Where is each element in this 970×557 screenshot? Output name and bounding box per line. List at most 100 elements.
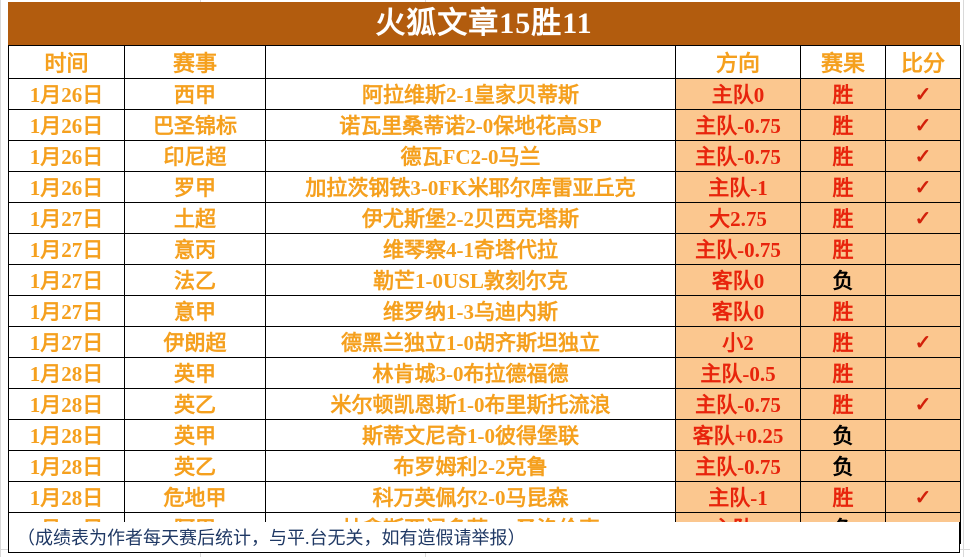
- cell-competition: 巴圣锦标: [124, 109, 266, 141]
- table-header: 时间 赛事 对阵球队 方向 赛果 比分: [8, 45, 961, 79]
- cell-direction: 主队-0.75: [675, 388, 801, 420]
- cell-competition: 危地甲: [124, 481, 266, 513]
- cell-direction: 主队-0.5: [675, 357, 801, 389]
- cell-matchup: 维琴察4-1奇塔代拉: [265, 233, 676, 265]
- cell-time: 1月27日: [8, 233, 125, 265]
- cell-matchup: 加拉茨钢铁3-0FK米耶尔库雷亚丘克: [265, 171, 676, 203]
- cell-time: 1月28日: [8, 419, 125, 451]
- table-row: 1月26日 印尼超 德瓦FC2-0马兰 主队-0.75 胜 ✓: [8, 140, 961, 172]
- cell-direction: 主队-1: [675, 171, 801, 203]
- results-table: 时间 赛事 对阵球队 方向 赛果 比分 1月26日西甲阿拉维斯2-1皇家贝蒂斯主…: [8, 45, 961, 544]
- cell-score: ✓: [885, 388, 961, 420]
- cell-time: 1月27日: [8, 326, 125, 358]
- cell-direction: 大2.75: [675, 202, 801, 234]
- cell-competition: 意甲: [124, 295, 266, 327]
- cell-direction: 主队-0.75: [675, 233, 801, 265]
- cell-time: 1月28日: [8, 357, 125, 389]
- cell-result: 胜: [800, 357, 886, 389]
- cell-score: ✓: [885, 78, 961, 110]
- cell-direction: 主队0: [675, 78, 801, 110]
- cell-time: 1月28日: [8, 388, 125, 420]
- cell-time: 1月27日: [8, 295, 125, 327]
- table-row: 1月28日 英乙 米尔顿凯恩斯1-0布里斯托流浪 主队-0.75 胜 ✓: [8, 388, 961, 420]
- cell-matchup: 维罗纳1-3乌迪内斯: [265, 295, 676, 327]
- column-header-competition: 赛事: [124, 45, 266, 79]
- cell-matchup: 阿拉维斯2-1皇家贝蒂斯: [265, 78, 676, 110]
- column-header-direction: 方向: [675, 45, 801, 79]
- cell-competition: 罗甲: [124, 171, 266, 203]
- table-row: 1月28日 英乙 布罗姆利2-2克鲁 主队-0.75 负: [8, 450, 961, 482]
- cell-direction: 客队0: [675, 295, 801, 327]
- cell-score: ✓: [885, 171, 961, 203]
- cell-direction: 客队0: [675, 264, 801, 296]
- cell-result: 胜: [800, 78, 886, 110]
- cell-score: [885, 233, 961, 265]
- cell-score: [885, 264, 961, 296]
- cell-result: 胜: [800, 109, 886, 141]
- cell-competition: 土超: [124, 202, 266, 234]
- table-row: 1月28日 危地甲 科万英佩尔2-0马昆森 主队-1 胜 ✓: [8, 481, 961, 513]
- cell-score: [885, 419, 961, 451]
- cell-score: ✓: [885, 202, 961, 234]
- cell-matchup: 勒芒1-0USL敦刻尔克: [265, 264, 676, 296]
- cell-score: ✓: [885, 109, 961, 141]
- cell-score: ✓: [885, 481, 961, 513]
- cell-result: 负: [800, 419, 886, 451]
- cell-matchup: 德黑兰独立1-0胡齐斯坦独立: [265, 326, 676, 358]
- cell-time: 1月27日: [8, 264, 125, 296]
- cell-result: 胜: [800, 295, 886, 327]
- cell-result: 胜: [800, 140, 886, 172]
- cell-competition: 英甲: [124, 357, 266, 389]
- cell-score: [885, 357, 961, 389]
- cell-time: 1月26日: [8, 109, 125, 141]
- cell-matchup: 布罗姆利2-2克鲁: [265, 450, 676, 482]
- cell-time: 1月26日: [8, 78, 125, 110]
- cell-matchup: 林肯城3-0布拉德福德: [265, 357, 676, 389]
- cell-direction: 主队-1: [675, 481, 801, 513]
- cell-time: 1月26日: [8, 140, 125, 172]
- cell-direction: 客队+0.25: [675, 419, 801, 451]
- cell-competition: 英甲: [124, 419, 266, 451]
- cell-score: [885, 295, 961, 327]
- sheet-title-banner: 火狐文章15胜11: [8, 2, 960, 45]
- column-header-score: 比分: [885, 45, 961, 79]
- cell-result: 胜: [800, 326, 886, 358]
- page-title: 火狐文章15胜11: [375, 6, 593, 40]
- cell-competition: 意丙: [124, 233, 266, 265]
- cell-competition: 英乙: [124, 450, 266, 482]
- header-row: 时间 赛事 对阵球队 方向 赛果 比分: [8, 45, 961, 79]
- cell-direction: 主队-0.75: [675, 140, 801, 172]
- cell-time: 1月26日: [8, 171, 125, 203]
- table-row: 1月27日 法乙 勒芒1-0USL敦刻尔克 客队0 负: [8, 264, 961, 296]
- cell-result: 负: [800, 450, 886, 482]
- cell-time: 1月27日: [8, 202, 125, 234]
- cell-time: 1月28日: [8, 450, 125, 482]
- cell-direction: 主队-0.75: [675, 450, 801, 482]
- cell-result: 胜: [800, 388, 886, 420]
- table-row: 1月26日 罗甲 加拉茨钢铁3-0FK米耶尔库雷亚丘克 主队-1 胜 ✓: [8, 171, 961, 203]
- background-gridline: [963, 0, 964, 557]
- column-header-result: 赛果: [800, 45, 886, 79]
- cell-matchup: 德瓦FC2-0马兰: [265, 140, 676, 172]
- cell-direction: 小2: [675, 326, 801, 358]
- table-body: 1月26日 西甲 阿拉维斯2-1皇家贝蒂斯 主队0 胜 ✓ 1月26日 巴圣锦标 诺瓦里桑蒂诺2…: [8, 78, 961, 544]
- cell-score: ✓: [885, 326, 961, 358]
- cell-matchup: 米尔顿凯恩斯1-0布里斯托流浪: [265, 388, 676, 420]
- cell-result: 胜: [800, 233, 886, 265]
- cell-competition: 伊朗超: [124, 326, 266, 358]
- cell-result: 胜: [800, 481, 886, 513]
- cell-competition: 西甲: [124, 78, 266, 110]
- cell-result: 胜: [800, 202, 886, 234]
- table-row: 1月27日 意丙 维琴察4-1奇塔代拉 主队-0.75 胜: [8, 233, 961, 265]
- disclaimer-text: （成绩表为作者每天赛后统计，与平.台无关，如有造假请举报）: [17, 528, 526, 548]
- cell-result: 负: [800, 264, 886, 296]
- background-gridline: [0, 0, 1, 557]
- table-row: 1月27日 土超 伊尤斯堡2-2贝西克塔斯 大2.75 胜 ✓: [8, 202, 961, 234]
- cell-result: 胜: [800, 171, 886, 203]
- cell-direction: 主队-0.75: [675, 109, 801, 141]
- table-row: 1月28日 英甲 林肯城3-0布拉德福德 主队-0.5 胜: [8, 357, 961, 389]
- cell-matchup: 诺瓦里桑蒂诺2-0保地花高SP: [265, 109, 676, 141]
- cell-competition: 英乙: [124, 388, 266, 420]
- table-row: 1月27日 意甲 维罗纳1-3乌迪内斯 客队0 胜: [8, 295, 961, 327]
